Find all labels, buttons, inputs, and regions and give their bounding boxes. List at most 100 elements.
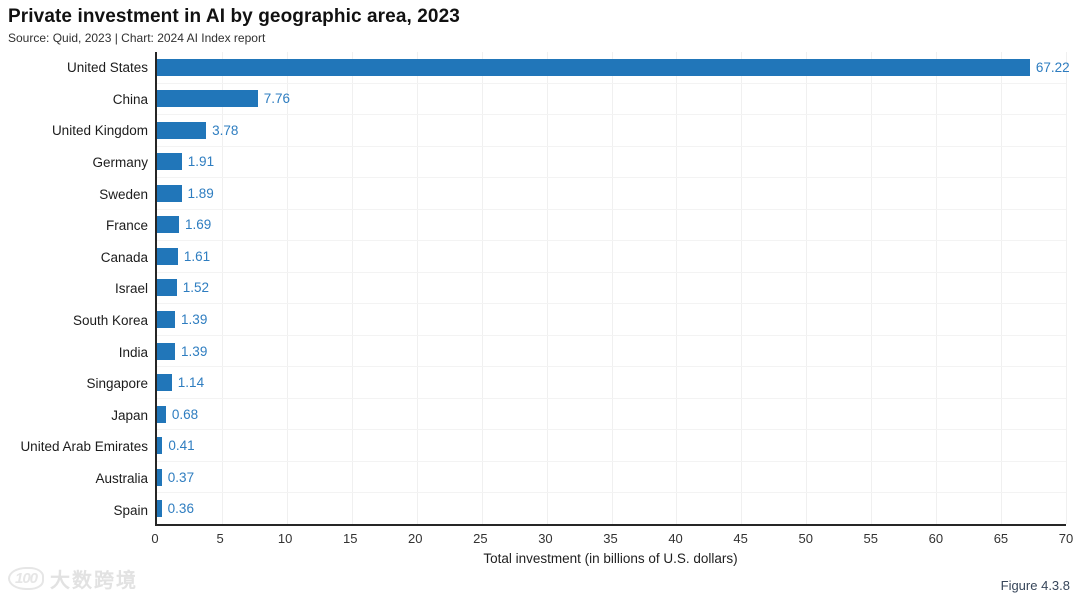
- value-label: 0.36: [167, 501, 194, 517]
- category-label: Sweden: [99, 186, 148, 202]
- bar-row: 0.37: [157, 460, 1066, 493]
- gridline-vertical: [546, 52, 548, 524]
- value-label: 1.91: [187, 154, 215, 170]
- chart-source: Source: Quid, 2023 | Chart: 2024 AI Inde…: [8, 31, 266, 45]
- watermark-logo-icon: 100: [8, 567, 45, 590]
- category-label: Australia: [95, 471, 148, 487]
- x-tick-label: 35: [603, 531, 618, 546]
- bar-row: 1.39: [157, 303, 1066, 335]
- bar-row: 1.89: [157, 177, 1066, 209]
- bar-row: 3.78: [157, 114, 1066, 146]
- gridline-vertical: [416, 52, 418, 524]
- x-tick-label: 55: [863, 531, 879, 546]
- plot-column: 67.22 7.76 3.78 1.91 1.89 1.69 1.61 1.52 1.39 1.3…: [151, 52, 1073, 566]
- value-label: 1.39: [181, 343, 208, 359]
- gridline-vertical: [871, 52, 873, 524]
- category-label: France: [105, 218, 148, 234]
- gridline-vertical: [741, 52, 743, 524]
- category-label: United States: [66, 60, 148, 76]
- value-label: 7.76: [263, 91, 291, 107]
- gridline-vertical: [481, 52, 483, 524]
- value-label: 1.69: [184, 217, 212, 233]
- category-label: Japan: [111, 407, 148, 423]
- bar: [157, 374, 172, 392]
- bar: [157, 184, 182, 202]
- value-label: 1.39: [181, 312, 208, 328]
- bar-row: 1.14: [157, 366, 1066, 398]
- x-tick-label: 40: [668, 531, 683, 546]
- x-axis-label: Total investment (in billions of U.S. do…: [483, 551, 738, 566]
- category-label: Germany: [92, 155, 148, 171]
- gridline-vertical: [806, 52, 808, 524]
- value-label: 1.52: [182, 280, 210, 296]
- gridline-vertical: [611, 52, 613, 524]
- bar: [157, 311, 176, 329]
- gridline-vertical: [221, 52, 223, 524]
- bar-row: 0.68: [157, 397, 1066, 430]
- watermark: 100 大数跨境: [8, 564, 138, 593]
- value-label: 1.61: [183, 248, 211, 264]
- x-tick-label: 45: [733, 531, 748, 546]
- value-label: 0.68: [171, 406, 199, 422]
- bar: [157, 500, 162, 518]
- category-label: South Korea: [72, 313, 148, 329]
- x-tick-label: 20: [408, 531, 423, 546]
- value-label: 0.41: [168, 438, 195, 454]
- bar: [157, 153, 182, 171]
- x-tick-label: 25: [473, 531, 488, 546]
- value-label: 1.14: [177, 375, 205, 391]
- x-tick-label: 30: [538, 531, 553, 546]
- bar-row: 1.61: [157, 240, 1066, 272]
- bar-row: 7.76: [157, 82, 1066, 115]
- category-label: Singapore: [86, 376, 148, 392]
- bar-row: 0.36: [157, 492, 1066, 524]
- chart-footer: 100 大数跨境 Figure 4.3.8: [8, 564, 1070, 593]
- x-tick-label: 50: [798, 531, 813, 546]
- bar-row: 67.22: [157, 52, 1070, 83]
- x-tick-label: 15: [342, 531, 358, 546]
- gridline-vertical: [1001, 52, 1003, 524]
- chart-title: Private investment in AI by geographic a…: [8, 6, 460, 27]
- bar: [157, 216, 179, 234]
- x-tick-label: 10: [277, 531, 293, 546]
- value-label: 67.22: [1035, 59, 1070, 75]
- value-label: 3.78: [212, 122, 239, 138]
- y-axis-labels: United States China United Kingdom Germany S…: [8, 52, 155, 526]
- bar-row: 1.91: [157, 145, 1066, 178]
- x-tick-label: 70: [1058, 531, 1074, 546]
- value-label: 1.89: [187, 185, 214, 201]
- category-label: Canada: [100, 249, 148, 265]
- gridline-vertical: [936, 52, 938, 524]
- bar: [157, 247, 178, 265]
- category-label: China: [112, 91, 148, 107]
- category-label: United Arab Emirates: [20, 439, 148, 455]
- gridline-vertical: [676, 52, 678, 524]
- gridline-vertical: [286, 52, 288, 524]
- x-axis-ticks: 0 5 10 15 20 25 30 35 40 45 50 55 60 65 70: [151, 531, 1073, 548]
- figure-label: Figure 4.3.8: [1000, 578, 1070, 593]
- bar-row: 0.41: [157, 429, 1066, 461]
- watermark-text: 大数跨境: [50, 570, 139, 592]
- x-tick-label: 60: [928, 531, 944, 546]
- bar: [157, 437, 163, 455]
- bar: [157, 58, 1030, 76]
- bar: [157, 342, 176, 360]
- value-label: 0.37: [167, 469, 195, 485]
- bar-row: 1.69: [157, 208, 1066, 241]
- bar: [157, 121, 207, 139]
- category-label: India: [118, 344, 148, 360]
- x-tick-label: 0: [151, 531, 159, 546]
- chart-header: Private investment in AI by geographic a…: [8, 6, 1066, 45]
- x-tick-label: 65: [993, 531, 1009, 546]
- bar-chart: United States China United Kingdom Germany S…: [8, 52, 1073, 566]
- gridline-vertical: [1066, 52, 1067, 524]
- bar: [157, 279, 177, 297]
- plot-area: 67.22 7.76 3.78 1.91 1.89 1.69 1.61 1.52 1.39 1.3…: [155, 52, 1070, 526]
- bar: [157, 405, 166, 423]
- category-label: United Kingdom: [51, 123, 148, 139]
- bar: [157, 90, 258, 108]
- x-tick-label: 5: [216, 531, 224, 546]
- gridline-vertical: [351, 52, 353, 524]
- bar: [157, 468, 162, 486]
